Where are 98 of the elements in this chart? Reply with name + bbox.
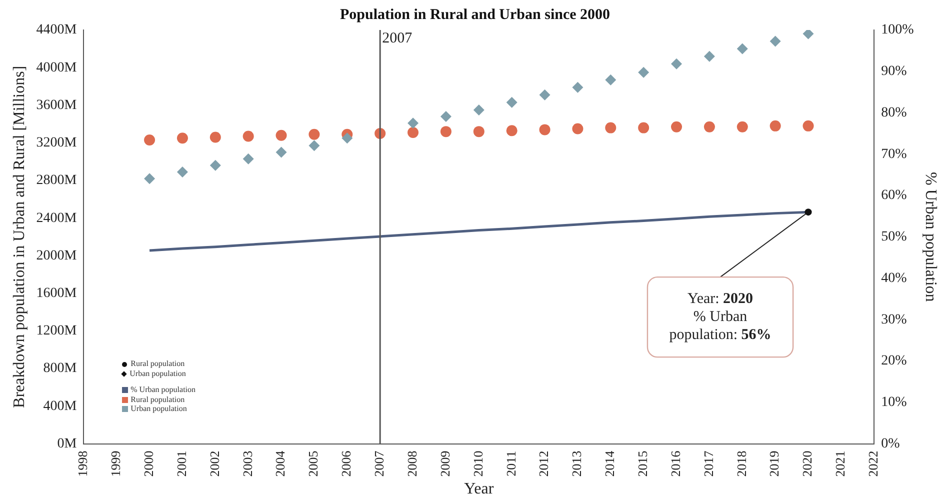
- y-tick-label: 3200M: [36, 136, 78, 151]
- x-tick-label: 1999: [108, 450, 124, 477]
- x-tick-label: 2017: [700, 450, 716, 477]
- ref-line-label: 2007: [382, 30, 413, 46]
- point: [572, 123, 584, 134]
- point: [440, 126, 452, 138]
- x-tick-label: 2000: [140, 450, 156, 477]
- point: [276, 146, 287, 158]
- point: [408, 127, 419, 138]
- x-tick-label: 2013: [569, 450, 584, 477]
- point: [408, 118, 419, 129]
- y-tick-label: 4000M: [36, 60, 78, 76]
- point: [242, 130, 254, 142]
- chart-title: Population in Rural and Urban since 2000: [340, 6, 610, 23]
- point: [736, 43, 748, 54]
- point: [770, 120, 781, 132]
- x-tick-label: 2016: [668, 450, 683, 477]
- point: [802, 120, 814, 132]
- y2-tick-label: 40%: [881, 270, 908, 286]
- point: [605, 122, 616, 134]
- point: [210, 160, 221, 171]
- point: [176, 166, 188, 178]
- y2-tick-label: 0%: [881, 436, 900, 452]
- point: [671, 58, 682, 70]
- y-tick-label: 2000M: [36, 248, 78, 264]
- point: [539, 89, 550, 100]
- legend-label: Urban population: [130, 404, 187, 414]
- point: [770, 36, 781, 47]
- point: [473, 126, 484, 138]
- y2-tick-label: 20%: [881, 354, 908, 369]
- y-tick-label: 0M: [57, 436, 78, 452]
- x-tick-label: 2012: [536, 450, 552, 477]
- x-tick-label: 2003: [240, 450, 255, 477]
- point: [308, 140, 320, 152]
- y-axis-title: Breakdown population in Urban and Rural [Millions]: [10, 66, 28, 408]
- point: [210, 132, 221, 143]
- y-tick-label: 3600M: [36, 98, 78, 113]
- x-tick-label: 2005: [306, 450, 321, 477]
- x-tick-label: 2002: [206, 450, 222, 477]
- point: [539, 124, 550, 136]
- point: [704, 121, 715, 132]
- x-tick-label: 2022: [866, 450, 881, 477]
- point: [276, 130, 287, 141]
- legend-label: Rural population: [130, 394, 185, 404]
- y-tick-label: 2800M: [36, 173, 78, 188]
- point: [176, 132, 188, 144]
- x-tick-label: 2008: [404, 450, 420, 477]
- y2-tick-label: 30%: [881, 312, 908, 328]
- x-tick-label: 2001: [174, 450, 189, 477]
- point: [736, 121, 748, 132]
- x-tick-label: 2009: [437, 450, 452, 477]
- x-tick-label: 2010: [470, 450, 486, 477]
- x-tick-label: 2020: [800, 450, 815, 477]
- x-tick-label: 2015: [635, 450, 650, 477]
- point: [638, 66, 650, 78]
- y-tick-label: 400M: [43, 398, 78, 414]
- x-tick-label: 2006: [338, 450, 354, 477]
- point: [473, 104, 484, 116]
- y2-tick-label: 80%: [881, 105, 908, 120]
- x-tick-label: 1998: [75, 450, 90, 477]
- annotation: Year: 2020 % Urban population: 56%: [669, 290, 772, 344]
- x-tick-label: 2011: [503, 450, 518, 476]
- point: [440, 111, 452, 122]
- y2-tick-label: 10%: [881, 395, 908, 410]
- point: [144, 173, 156, 184]
- x-tick-label: 2007: [372, 450, 387, 477]
- y2-tick-label: 100%: [881, 22, 914, 38]
- y-tick-label: 4400M: [36, 22, 78, 38]
- y2-tick-label: 70%: [881, 146, 908, 162]
- text: Urban population: [130, 368, 186, 378]
- point: [704, 50, 715, 62]
- point: [144, 134, 156, 146]
- x-tick-label: 2004: [272, 450, 288, 477]
- y-tick-label: 1600M: [36, 286, 78, 301]
- point: [342, 132, 353, 144]
- x-axis-title: Year: [464, 480, 494, 498]
- point: [638, 122, 650, 134]
- text: Rural population: [130, 359, 185, 368]
- y2-tick-label: 50%: [881, 230, 908, 245]
- point: [242, 153, 254, 164]
- point: [572, 82, 584, 93]
- x-tick-label: 2014: [602, 450, 618, 477]
- point: [308, 128, 320, 140]
- y-tick-label: 800M: [43, 361, 78, 376]
- point: [802, 30, 814, 40]
- y2-tick-label: 60%: [881, 188, 908, 204]
- y-tick-label: 1200M: [36, 324, 78, 339]
- point: [506, 96, 518, 108]
- y2-tick-label: 90%: [881, 64, 908, 80]
- x-tick-label: 2019: [766, 450, 782, 477]
- y2-axis-title: % Urban population: [922, 172, 940, 302]
- y-tick-label: 2400M: [36, 210, 78, 226]
- x-tick-label: 2018: [734, 450, 749, 477]
- point: [605, 74, 616, 86]
- point: [506, 125, 518, 136]
- x-tick-label: 2021: [832, 450, 848, 477]
- legend-label: % Urban population: [130, 385, 196, 394]
- point: [671, 121, 682, 132]
